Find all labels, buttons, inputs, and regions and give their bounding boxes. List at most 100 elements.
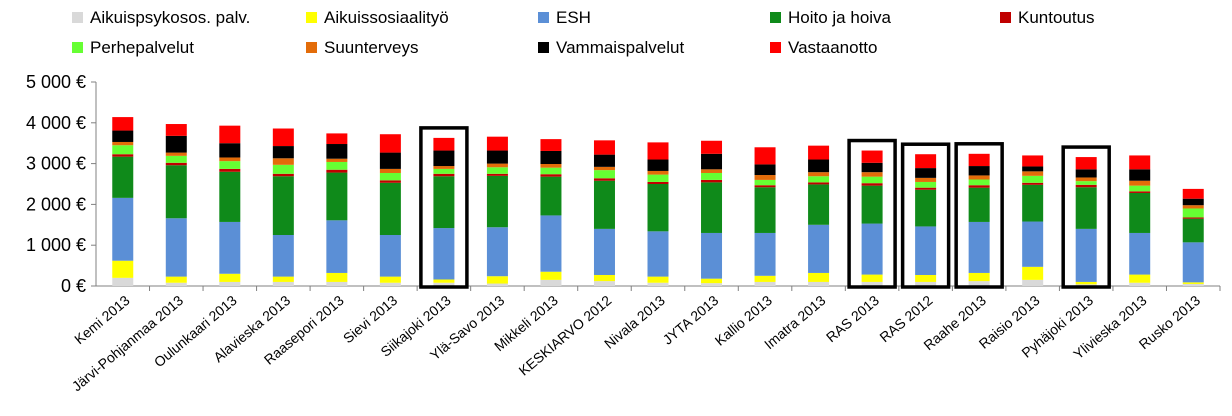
bar-segment-aikuissosiaalityo bbox=[915, 274, 937, 282]
bar-segment-esh bbox=[272, 235, 294, 277]
bar-segment-aikuispsykosos-palv bbox=[540, 279, 562, 286]
bar-segment-kuntoutus bbox=[701, 179, 723, 183]
bar-segment-suunterveys bbox=[326, 158, 348, 162]
bar-segment-vammaispalvelut bbox=[754, 164, 776, 176]
bar-segment-hoito-ja-hoiva bbox=[968, 187, 990, 222]
bar-segment-vammaispalvelut bbox=[486, 150, 508, 164]
bar-segment-hoito-ja-hoiva bbox=[1129, 192, 1151, 233]
bar-segment-aikuispsykosos-palv bbox=[754, 281, 776, 286]
bar-stack-alavieska-2013 bbox=[272, 128, 294, 286]
bar-segment-kuntoutus bbox=[433, 173, 455, 177]
bar-segment-aikuissosiaalityo bbox=[1129, 274, 1151, 283]
bar-segment-aikuispsykosos-palv bbox=[112, 277, 134, 286]
bar-stack-sievi-2013 bbox=[379, 134, 401, 286]
bar-segment-vastaanotto bbox=[379, 134, 401, 153]
bar-segment-esh bbox=[1182, 242, 1204, 283]
bar-segment-perhepalvelut bbox=[968, 179, 990, 186]
bar-segment-vammaispalvelut bbox=[326, 144, 348, 159]
bar-stack-pyhajoki-2013 bbox=[1075, 157, 1097, 286]
bar-segment-vammaispalvelut bbox=[808, 159, 830, 173]
bar-segment-vammaispalvelut bbox=[968, 166, 990, 176]
bar-stack-raahe-2013 bbox=[968, 153, 990, 286]
bar-segment-vammaispalvelut bbox=[1182, 198, 1204, 206]
bar-segment-esh bbox=[754, 232, 776, 276]
bars bbox=[112, 117, 1204, 286]
bar-segment-aikuissosiaalityo bbox=[808, 272, 830, 282]
bar-segment-kuntoutus bbox=[915, 187, 937, 190]
bar-segment-suunterveys bbox=[272, 158, 294, 165]
bar-segment-esh bbox=[486, 227, 508, 277]
bar-segment-kuntoutus bbox=[165, 162, 187, 166]
bar-segment-esh bbox=[593, 228, 615, 275]
bar-segment-esh bbox=[326, 220, 348, 273]
bar-segment-esh bbox=[379, 235, 401, 277]
bar-segment-aikuissosiaalityo bbox=[861, 274, 883, 282]
bar-segment-suunterveys bbox=[433, 166, 455, 169]
bar-segment-vastaanotto bbox=[165, 124, 187, 136]
bar-segment-aikuissosiaalityo bbox=[1075, 281, 1097, 285]
bar-segment-kuntoutus bbox=[1129, 191, 1151, 193]
highlight-box-ras-2013 bbox=[847, 138, 897, 289]
bar-segment-suunterveys bbox=[915, 177, 937, 182]
bar-segment-aikuissosiaalityo bbox=[433, 279, 455, 283]
legend-swatch bbox=[72, 12, 83, 23]
y-axis: 0 € 1 000 € 2 000 € 3 000 € 4 000 € 5 000 € bbox=[26, 72, 97, 296]
bar-segment-aikuissosiaalityo bbox=[754, 275, 776, 282]
bar-segment-aikuispsykosos-palv bbox=[219, 281, 241, 286]
bar-stack-yla-savo-2013 bbox=[486, 136, 508, 286]
bar-segment-vammaispalvelut bbox=[1129, 169, 1151, 181]
legend-label: Aikuispsykosos. palv. bbox=[90, 8, 250, 27]
bar-segment-kuntoutus bbox=[861, 183, 883, 186]
bar-stack-rusko-2013 bbox=[1182, 188, 1204, 286]
bar-segment-esh bbox=[701, 232, 723, 279]
bar-segment-suunterveys bbox=[861, 172, 883, 177]
bar-segment-aikuispsykosos-palv bbox=[326, 281, 348, 286]
bar-segment-hoito-ja-hoiva bbox=[486, 175, 508, 228]
bar-segment-hoito-ja-hoiva bbox=[1075, 187, 1097, 229]
bar-segment-vastaanotto bbox=[968, 153, 990, 167]
bar-segment-vastaanotto bbox=[1129, 155, 1151, 170]
bar-segment-hoito-ja-hoiva bbox=[593, 180, 615, 229]
bar-segment-hoito-ja-hoiva bbox=[112, 156, 134, 198]
bar-stack-ylivieska-2013 bbox=[1129, 155, 1151, 286]
y-tick-label: 0 € bbox=[61, 276, 86, 296]
bar-segment-vastaanotto bbox=[112, 117, 134, 131]
bar-segment-vastaanotto bbox=[540, 139, 562, 151]
bar-segment-aikuispsykosos-palv bbox=[1129, 282, 1151, 286]
bar-segment-vammaispalvelut bbox=[647, 159, 669, 171]
legend-item-esh: ESH bbox=[538, 8, 591, 27]
legend-item-aikuissosiaalityo: Aikuissosiaalityö bbox=[306, 8, 449, 27]
legend-label: Kuntoutus bbox=[1018, 8, 1095, 27]
bar-stack-mikkeli-2013 bbox=[540, 139, 562, 286]
y-tick-label: 2 000 € bbox=[26, 194, 86, 214]
bar-segment-vammaispalvelut bbox=[861, 162, 883, 173]
bar-segment-kuntoutus bbox=[379, 180, 401, 183]
bar-segment-vastaanotto bbox=[326, 133, 348, 145]
y-tick-label: 1 000 € bbox=[26, 235, 86, 255]
bar-segment-aikuispsykosos-palv bbox=[165, 282, 187, 286]
bar-segment-perhepalvelut bbox=[219, 161, 241, 169]
bar-segment-vastaanotto bbox=[861, 150, 883, 163]
bar-segment-aikuissosiaalityo bbox=[219, 273, 241, 282]
bar-segment-kuntoutus bbox=[540, 174, 562, 177]
bar-stack-ras-2013 bbox=[861, 150, 883, 286]
bar-segment-aikuissosiaalityo bbox=[379, 276, 401, 283]
bar-segment-aikuissosiaalityo bbox=[486, 276, 508, 284]
bar-segment-suunterveys bbox=[754, 175, 776, 180]
legend-item-perhepalvelut: Perhepalvelut bbox=[72, 38, 194, 57]
bar-segment-perhepalvelut bbox=[112, 145, 134, 155]
bar-segment-vastaanotto bbox=[433, 137, 455, 151]
bar-segment-hoito-ja-hoiva bbox=[861, 185, 883, 224]
bar-segment-aikuispsykosos-palv bbox=[808, 281, 830, 286]
bar-segment-kuntoutus bbox=[112, 154, 134, 157]
bar-segment-suunterveys bbox=[165, 152, 187, 156]
bar-segment-perhepalvelut bbox=[486, 167, 508, 174]
bar-segment-vastaanotto bbox=[486, 136, 508, 151]
bar-stack-jyta-2013 bbox=[701, 140, 723, 286]
bar-segment-suunterveys bbox=[379, 168, 401, 173]
legend-label: Suunterveys bbox=[324, 38, 419, 57]
bar-segment-suunterveys bbox=[1075, 177, 1097, 182]
bar-segment-aikuispsykosos-palv bbox=[968, 281, 990, 286]
bar-segment-esh bbox=[808, 224, 830, 273]
bar-segment-vammaispalvelut bbox=[540, 150, 562, 165]
